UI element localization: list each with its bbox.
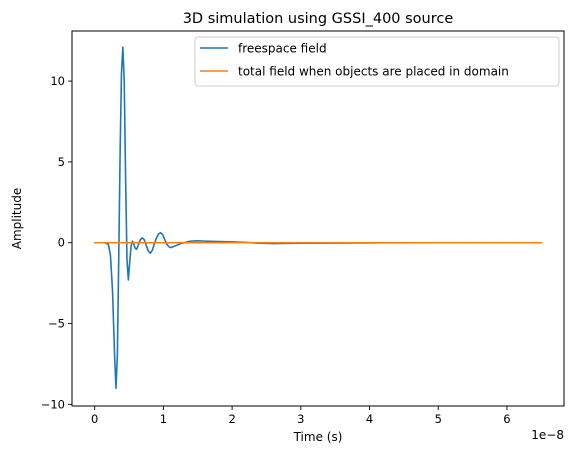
y-axis: −10 −5 0 5 10: [41, 74, 72, 411]
y-tick-label: −5: [48, 317, 65, 331]
y-tick-label: 10: [50, 74, 65, 88]
legend: freespace field total field when objects…: [194, 36, 560, 87]
x-axis: 0 1 2 3 4 5 6: [91, 406, 511, 426]
y-tick-label: 5: [58, 155, 65, 169]
x-tick-label: 4: [366, 412, 373, 426]
series-line-freespace: [93, 46, 543, 390]
x-tick-label: 6: [503, 412, 510, 426]
legend-label-total-field: total field when objects are placed in d…: [238, 65, 509, 79]
chart-title: 3D simulation using GSSI_400 source: [183, 11, 454, 27]
y-tick-label: −10: [41, 397, 65, 411]
x-tick-label: 0: [91, 412, 98, 426]
x-axis-offset-label: 1e−8: [531, 428, 564, 442]
series-layer: [93, 46, 543, 390]
y-tick-label: 0: [58, 236, 65, 250]
x-tick-label: 3: [297, 412, 304, 426]
x-tick-label: 1: [160, 412, 167, 426]
plot-frame: [71, 30, 565, 407]
x-tick-label: 5: [435, 412, 442, 426]
y-axis-label: Amplitude: [10, 188, 24, 250]
x-axis-label: Time (s): [293, 430, 343, 444]
x-tick-label: 2: [228, 412, 235, 426]
plot-area: [71, 30, 565, 407]
legend-box: [194, 36, 560, 87]
legend-label-freespace: freespace field: [238, 42, 327, 56]
